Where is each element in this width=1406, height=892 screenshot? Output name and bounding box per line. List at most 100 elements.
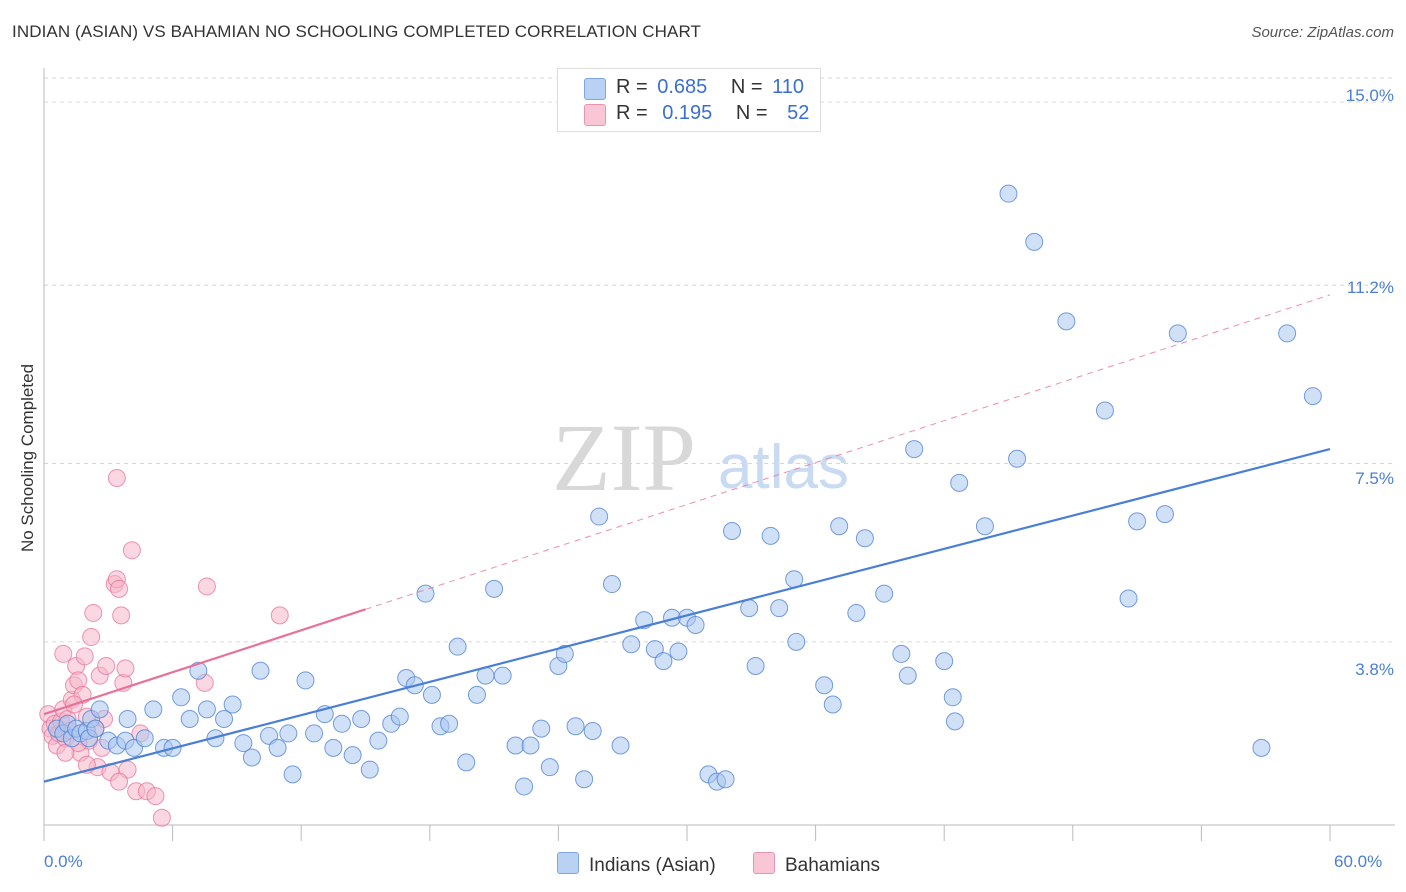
indian-point [180, 709, 199, 728]
indian-point [875, 584, 894, 603]
indian-point [622, 635, 641, 654]
indian-point [197, 700, 216, 719]
bottom-legend-bahamians: Bahamians [753, 852, 880, 877]
indian-point [892, 644, 911, 663]
y-tick-label: 7.5% [1355, 469, 1394, 488]
indian-point [1057, 312, 1076, 331]
indian-point [847, 603, 866, 622]
legend-r-value: 0.195 [662, 102, 713, 124]
indian-point [506, 736, 525, 755]
indian-point [1168, 324, 1187, 343]
indian-point [669, 642, 688, 661]
indian-point [416, 584, 435, 603]
bottom-legend-swatch-pink [753, 852, 775, 874]
bottom-legend-indians: Indians (Asian) [557, 852, 716, 877]
bahamian-point [110, 579, 129, 598]
indian-point [950, 473, 969, 492]
indian-point [945, 712, 964, 731]
indian-point [823, 695, 842, 714]
grid-lines [44, 77, 1395, 643]
bahamian-point [107, 469, 126, 488]
indian-point [440, 714, 459, 733]
indian-point [390, 707, 409, 726]
y-tick-label: 3.8% [1355, 660, 1394, 679]
indian-point [352, 709, 371, 728]
indian-point [144, 700, 163, 719]
chart-title: INDIAN (ASIAN) VS BAHAMIAN NO SCHOOLING … [12, 22, 701, 41]
indian-point [935, 652, 954, 671]
indian-point [1128, 512, 1147, 531]
indian-point [283, 765, 302, 784]
bahamian-point [110, 772, 129, 791]
indian-point [448, 637, 467, 656]
indian-point [268, 738, 287, 757]
indian-point [172, 688, 191, 707]
indian-point [555, 644, 574, 663]
indian-point [575, 770, 594, 789]
indian-point [590, 507, 609, 526]
bahamian-point [152, 808, 171, 827]
indian-point [324, 738, 343, 757]
trend-lines [43, 294, 1331, 783]
watermark: ZIP atlas [552, 404, 849, 511]
bahamian-point [112, 606, 131, 625]
indian-point [521, 736, 540, 755]
indian-point [343, 746, 362, 765]
indian-point [999, 184, 1018, 203]
indian-point [242, 748, 261, 767]
bahamian-point [146, 787, 165, 806]
indian-point [118, 709, 137, 728]
legend-swatch-blue [584, 78, 606, 100]
indian-point [855, 529, 874, 548]
bahamian-point [82, 628, 101, 647]
indian-point [1155, 505, 1174, 524]
indian-point [583, 722, 602, 741]
bahamian-point [270, 606, 289, 625]
indian-point [189, 661, 208, 680]
indian-point [746, 656, 765, 675]
indian-point [215, 709, 234, 728]
indian-point [905, 440, 924, 459]
legend-n-label: N = [735, 102, 768, 124]
indian-point [1278, 324, 1297, 343]
x-tick-label-max: 60.0% [1334, 852, 1383, 871]
indian-point [975, 517, 994, 536]
bahamian-point [122, 541, 141, 560]
watermark-atlas: atlas [718, 433, 849, 502]
indian-point [1252, 738, 1271, 757]
bahamians-trend-line-dashed [365, 294, 1331, 610]
bahamian-point [75, 647, 94, 666]
indian-point [234, 734, 253, 753]
watermark-zip: ZIP [552, 404, 696, 511]
indian-point [602, 575, 621, 594]
indian-point [1025, 232, 1044, 251]
source-credit: Source: ZipAtlas.com [1251, 24, 1394, 41]
bahamian-point [54, 644, 73, 663]
indian-point [515, 777, 534, 796]
indian-point [787, 632, 806, 651]
indian-point [135, 729, 154, 748]
y-axis-label: No Schooling Completed [18, 363, 37, 553]
indian-point [566, 717, 585, 736]
indian-point [369, 731, 388, 750]
legend-swatch-pink [584, 104, 606, 126]
indian-point [493, 666, 512, 685]
indians-trend-line [43, 448, 1331, 783]
axes [43, 68, 1395, 841]
indian-point [540, 758, 559, 777]
indian-point [740, 599, 759, 618]
indian-point [532, 719, 551, 738]
indian-point [943, 688, 962, 707]
indian-point [457, 753, 476, 772]
indian-point [90, 700, 109, 719]
indian-point [485, 579, 504, 598]
indian-point [332, 714, 351, 733]
x-tick-label-min: 0.0% [44, 852, 83, 871]
indian-point [723, 522, 742, 541]
indian-point [1303, 387, 1322, 406]
indian-point [761, 526, 780, 545]
legend-n-value: 52 [787, 102, 810, 124]
indian-point [279, 724, 298, 743]
indian-point [654, 652, 673, 671]
indian-point [251, 661, 270, 680]
